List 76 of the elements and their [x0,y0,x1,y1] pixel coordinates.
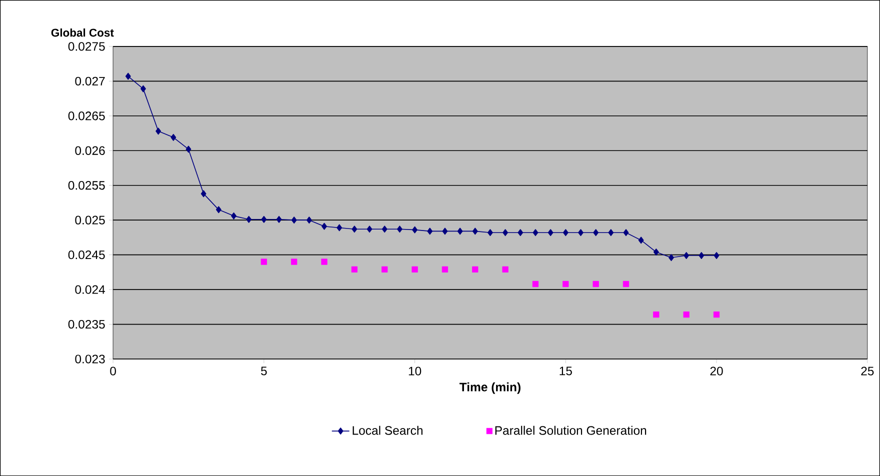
point [653,311,660,318]
point [170,134,176,141]
point [382,226,388,233]
point [140,85,146,92]
point [412,226,418,234]
point [321,258,328,265]
y-tick-label: 0.026 [75,146,105,155]
y-tick-label: 0.027 [75,76,105,86]
point [518,229,524,236]
point [291,216,297,224]
point [351,266,358,272]
point [442,266,448,272]
y-tick-label: 0.025 [75,216,105,224]
point [532,280,539,287]
point [366,226,372,233]
point [396,226,402,233]
x-axis-title: Time (min) [460,382,520,394]
point [578,229,584,236]
x-tick-label: 25 [861,366,874,376]
point [713,311,720,318]
point [261,216,267,223]
point [502,229,508,236]
point [683,311,690,318]
x-tick-label: 0 [110,366,116,376]
point [623,229,629,236]
point [291,258,298,265]
point [336,224,342,232]
point [216,206,222,214]
x-tick-label: 5 [261,366,267,376]
y-tick-label: 0.0265 [68,111,105,120]
point [562,280,569,287]
point [260,258,267,265]
point [382,266,388,272]
x-tick-label: 15 [560,366,572,376]
y-axis-title: Global Cost [51,28,114,37]
point [200,190,206,198]
y-tick-label: 0.0245 [68,250,105,260]
point [532,229,538,236]
point [593,229,599,236]
y-tick-label: 0.0275 [68,42,105,51]
x-tick-label: 10 [408,366,422,376]
point [306,216,312,224]
point [125,72,131,80]
point [488,229,493,236]
point [502,266,508,272]
legend-label: Parallel Solution Generation [495,426,646,435]
x-tick-label: 20 [710,366,723,376]
point [684,252,690,259]
point [231,212,236,220]
point [412,266,418,272]
point [246,216,252,223]
point [653,248,659,256]
point [276,216,282,223]
point [322,222,327,230]
point [186,146,192,153]
point [427,228,433,235]
y-tick-label: 0.023 [75,354,105,364]
point [472,266,478,272]
point [472,228,478,235]
point [714,252,720,259]
y-tick-label: 0.024 [75,285,105,294]
y-tick-label: 0.0235 [68,320,105,329]
point [562,229,568,236]
point [622,280,630,287]
point [592,280,599,287]
point [156,128,162,135]
point [668,254,674,262]
point [548,229,554,236]
point [457,228,463,235]
point [608,229,614,236]
point [442,228,448,235]
point [638,236,644,244]
y-tick-label: 0.0255 [68,180,105,190]
legend-label: Local Search [352,426,422,435]
point [352,226,358,233]
point [698,252,704,259]
